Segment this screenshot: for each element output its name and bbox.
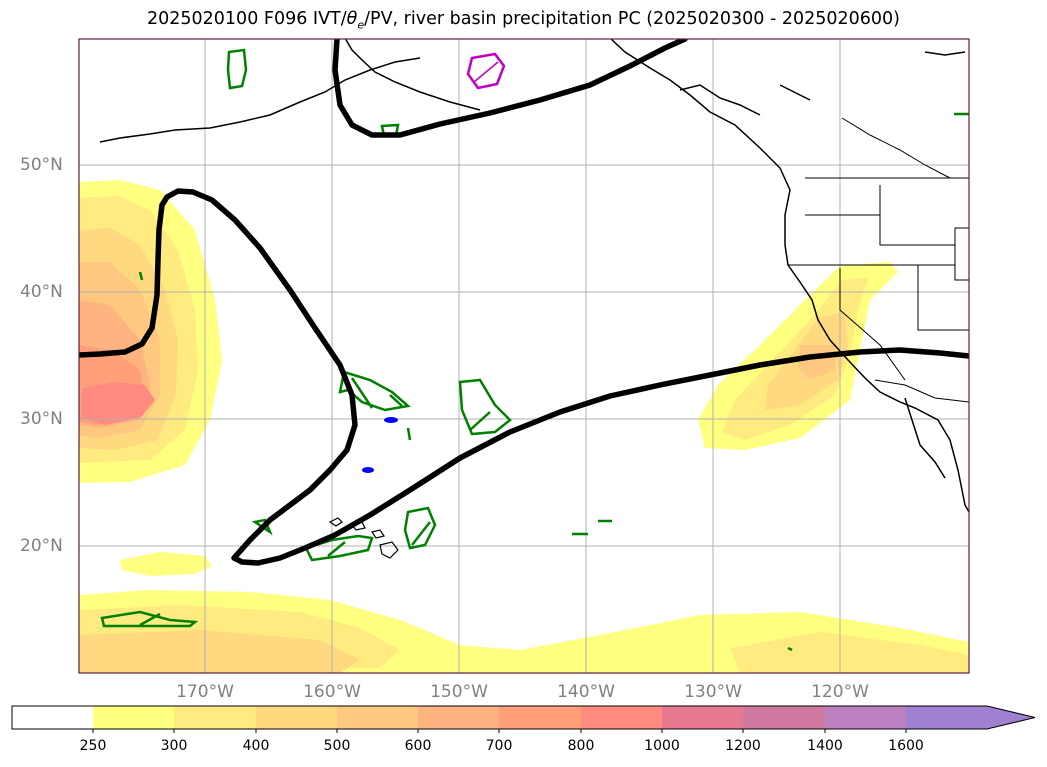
lat-label-30n: 30°N: [20, 409, 63, 429]
basin-contour-blue: [362, 417, 398, 473]
lon-label-160w: 160°W: [303, 682, 361, 702]
colorbar-tick: 800: [567, 738, 595, 754]
colorbar-tick: 1400: [807, 738, 843, 754]
map-title: 2025020100 F096 IVT/θe/PV, river basin p…: [146, 9, 901, 32]
colorbar-tick: 700: [485, 738, 513, 754]
lat-label-20n: 20°N: [20, 536, 63, 556]
colorbar-tick: 300: [160, 738, 188, 754]
colorbar-tick: 600: [404, 738, 432, 754]
colorbar-tick: 1000: [644, 738, 680, 754]
map-frame: [78, 38, 970, 674]
hawaii-islands: [328, 517, 399, 559]
colorbar-tick: 500: [323, 738, 351, 754]
lat-label-40n: 40°N: [20, 282, 63, 302]
borders: [788, 117, 969, 403]
colorbar-tick: 1600: [888, 738, 924, 754]
lon-label-140w: 140°W: [557, 682, 615, 702]
lat-label-50n: 50°N: [20, 155, 63, 175]
colorbar-tick: 400: [242, 738, 270, 754]
ivt-shading-south: [79, 552, 969, 673]
coastlines: [99, 39, 969, 513]
lon-label-170w: 170°W: [176, 682, 234, 702]
colorbar: [11, 705, 1036, 733]
lon-label-120w: 120°W: [811, 682, 869, 702]
basin-contour-magenta: [466, 52, 506, 90]
pv-contours: [79, 39, 969, 566]
lon-label-150w: 150°W: [430, 682, 488, 702]
colorbar-tick: 1200: [725, 738, 761, 754]
ivt-shading-west: [79, 180, 222, 483]
colorbar-tick: 250: [79, 738, 107, 754]
lon-label-130w: 130°W: [684, 682, 742, 702]
map-plot-area: [79, 39, 969, 673]
